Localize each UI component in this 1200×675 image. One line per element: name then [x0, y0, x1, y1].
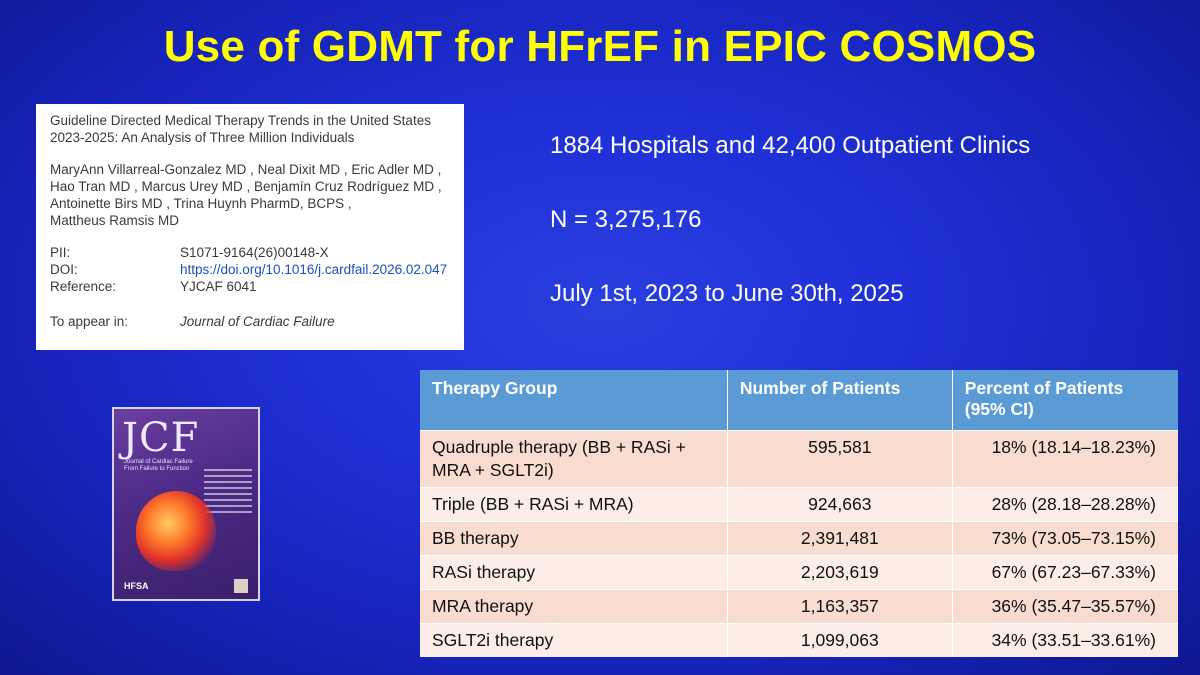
patients-count-cell: 2,391,481 [727, 521, 953, 556]
percent-cell: 34% (33.51–33.61%) [952, 623, 1178, 657]
doi-label: DOI: [50, 262, 78, 277]
paper-title: Guideline Directed Medical Therapy Trend… [50, 112, 450, 146]
patients-count-cell: 2,203,619 [727, 555, 953, 590]
reference-label: Reference: [50, 279, 117, 294]
therapy-table: Therapy Group Number of Patients Percent… [420, 370, 1178, 657]
publisher-logo [234, 579, 248, 593]
header-percent-of-patients: Percent of Patients (95% CI) [952, 370, 1178, 431]
authors-line: Mattheus Ramsis MD [50, 213, 180, 228]
therapy-group-cell: MRA therapy [420, 589, 728, 624]
pii-label: PII: [50, 245, 71, 260]
society-logo: HFSA [124, 581, 149, 591]
pii-value: S1071-9164(26)00148-X [180, 245, 329, 260]
table-header-row: Therapy Group Number of Patients Percent… [420, 370, 1178, 431]
therapy-group-cell: Quadruple therapy (BB + RASi + MRA + SGL… [420, 430, 728, 488]
table-row: Triple (BB + RASi + MRA) 924,663 28% (28… [420, 487, 1178, 522]
therapy-group-cell: BB therapy [420, 521, 728, 556]
patients-count-cell: 1,163,357 [727, 589, 953, 624]
percent-cell: 73% (73.05–73.15%) [952, 521, 1178, 556]
authors-line: Hao Tran MD , Marcus Urey MD , Benjamín … [50, 179, 442, 194]
patients-count-cell: 1,099,063 [727, 623, 953, 657]
cover-subtitle-line: Journal of Cardiac Failure [124, 459, 193, 465]
table-row: BB therapy 2,391,481 73% (73.05–73.15%) [420, 521, 1178, 556]
slide-title: Use of GDMT for HFrEF in EPIC COSMOS [163, 22, 1037, 71]
percent-cell: 67% (67.23–67.33%) [952, 555, 1178, 590]
header-number-of-patients: Number of Patients [727, 370, 953, 431]
table-row: MRA therapy 1,163,357 36% (35.47–35.57%) [420, 589, 1178, 624]
percent-cell: 28% (28.18–28.28%) [952, 487, 1178, 522]
therapy-group-cell: Triple (BB + RASi + MRA) [420, 487, 728, 522]
journal-cover-brand: JCF [122, 415, 200, 461]
table-row: RASi therapy 2,203,619 67% (67.23–67.33%… [420, 555, 1178, 590]
study-stats: 1884 Hospitals and 42,400 Outpatient Cli… [550, 128, 1030, 312]
sites-count: 1884 Hospitals and 42,400 Outpatient Cli… [550, 132, 1031, 159]
heart-illustration [136, 491, 216, 571]
table-row: SGLT2i therapy 1,099,063 34% (33.51–33.6… [420, 623, 1178, 657]
paper-authors: MaryAnn Villarreal-Gonzalez MD , Neal Di… [50, 161, 450, 229]
paper-citation-card: Guideline Directed Medical Therapy Trend… [36, 104, 464, 350]
appear-in: To appear in: Journal of Cardiac Failure [50, 313, 450, 330]
header-therapy-group: Therapy Group [420, 370, 728, 431]
therapy-group-cell: SGLT2i therapy [420, 623, 728, 657]
paper-metadata: PII: S1071-9164(26)00148-X DOI: https://… [50, 244, 450, 295]
patients-count-cell: 924,663 [727, 487, 953, 522]
sample-size: N = 3,275,176 [550, 206, 702, 233]
table-row: Quadruple therapy (BB + RASi + MRA + SGL… [420, 430, 1178, 488]
reference-value: YJCAF 6041 [180, 279, 257, 294]
paper-title-line: 2023-2025: An Analysis of Three Million … [50, 130, 355, 145]
patients-count-cell: 595,581 [727, 430, 953, 488]
cover-text-lines [204, 469, 252, 517]
percent-cell: 18% (18.14–18.23%) [952, 430, 1178, 488]
percent-cell: 36% (35.47–35.57%) [952, 589, 1178, 624]
journal-name: Journal of Cardiac Failure [180, 314, 335, 329]
authors-line: MaryAnn Villarreal-Gonzalez MD , Neal Di… [50, 162, 442, 177]
cover-subtitle-line: From Failure to Function [124, 466, 190, 472]
journal-cover-image: JCF Journal of Cardiac Failure From Fail… [112, 407, 260, 601]
appear-label: To appear in: [50, 314, 129, 329]
authors-line: Antoinette Birs MD , Trina Huynh PharmD,… [50, 196, 352, 211]
therapy-group-cell: RASi therapy [420, 555, 728, 590]
study-period: July 1st, 2023 to June 30th, 2025 [550, 280, 904, 307]
journal-cover-subtitle: Journal of Cardiac Failure From Failure … [124, 459, 204, 473]
doi-link[interactable]: https://doi.org/10.1016/j.cardfail.2026.… [180, 262, 448, 277]
paper-title-line: Guideline Directed Medical Therapy Trend… [50, 113, 431, 128]
